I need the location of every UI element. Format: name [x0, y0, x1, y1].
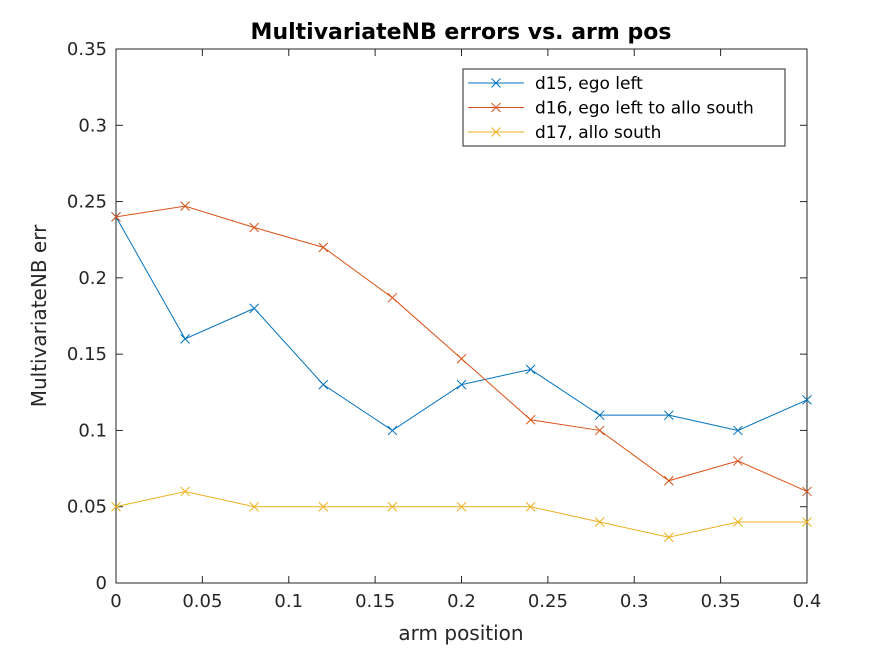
data-point: [456, 501, 467, 512]
y-tick-label: 0.2: [78, 268, 107, 289]
x-tick-label: 0.35: [701, 591, 741, 612]
legend-label: d17, allo south: [535, 123, 661, 143]
data-point: [733, 517, 743, 527]
data-point: [111, 501, 121, 512]
y-axis-label: MultivariateNB err: [27, 224, 51, 407]
data-point: [180, 334, 190, 344]
legend-marker: [491, 102, 501, 113]
data-point: [594, 517, 605, 527]
data-point: [733, 456, 743, 466]
data-point: [180, 486, 190, 497]
data-point: [663, 475, 674, 486]
data-point: [180, 201, 190, 212]
legend-entry: d16, ego left to allo south: [468, 99, 754, 119]
x-tick-label: 0.3: [620, 591, 649, 612]
data-point: [318, 501, 329, 512]
legend-entry: d15, ego left: [468, 74, 643, 94]
y-tick-label: 0: [96, 573, 107, 594]
x-tick-label: 0.1: [274, 591, 303, 612]
data-point: [318, 242, 329, 253]
data-point: [802, 486, 812, 497]
data-point: [663, 532, 674, 543]
chart-title: MultivariateNB errors vs. arm pos: [251, 20, 672, 45]
data-point: [525, 414, 536, 425]
data-point: [387, 425, 398, 436]
data-point: [733, 425, 743, 436]
legend-entry: d17, allo south: [468, 123, 661, 143]
y-tick-label: 0.1: [78, 420, 107, 441]
data-point: [111, 211, 121, 222]
data-point: [249, 222, 260, 233]
y-tick-label: 0.3: [78, 115, 107, 136]
data-point: [249, 303, 260, 314]
x-tick-label: 0.05: [182, 591, 222, 612]
data-point: [456, 353, 467, 364]
series-2: [111, 201, 812, 497]
series-3: [111, 486, 812, 543]
legend-label: d15, ego left: [535, 74, 643, 94]
legend-marker: [491, 127, 501, 137]
data-point: [387, 501, 398, 512]
data-point: [525, 364, 536, 375]
x-tick-label: 0.15: [355, 591, 395, 612]
data-point: [387, 292, 398, 303]
data-point: [663, 410, 674, 421]
x-tick-label: 0.4: [793, 591, 822, 612]
legend: d15, ego left d16, ego left to allo south…: [462, 68, 786, 147]
x-tick-label: 0.25: [528, 591, 568, 612]
data-point: [594, 425, 605, 436]
x-tick-label: 0.2: [447, 591, 476, 612]
data-point: [802, 517, 812, 527]
data-point: [802, 395, 812, 405]
data-point: [318, 379, 329, 390]
y-tick-label: 0.15: [67, 344, 107, 365]
y-tick-label: 0.35: [67, 39, 107, 60]
data-point: [456, 379, 467, 390]
data-point: [525, 501, 536, 512]
legend-label: d16, ego left to allo south: [535, 99, 754, 119]
y-tick-label: 0.25: [67, 192, 107, 213]
legend-marker: [491, 78, 501, 88]
x-axis-label: arm position: [398, 621, 523, 645]
x-tick-label: 0: [110, 591, 121, 612]
data-point: [594, 410, 605, 421]
y-tick-label: 0.05: [67, 497, 107, 518]
data-point: [249, 501, 260, 512]
